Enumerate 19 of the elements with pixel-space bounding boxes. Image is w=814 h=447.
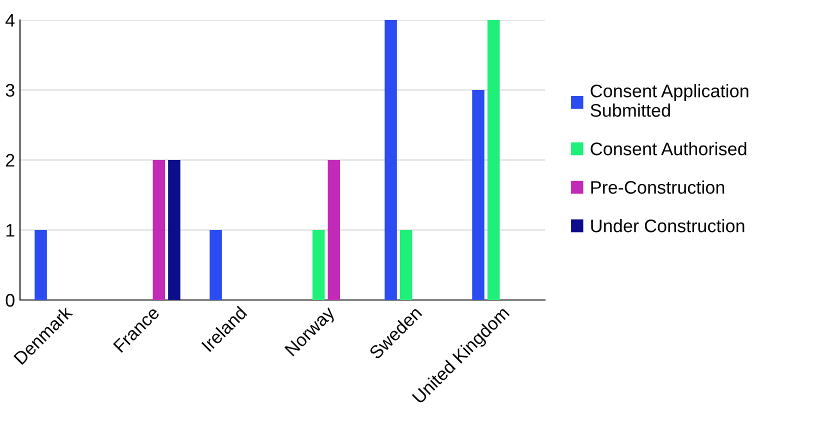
- bar: [168, 160, 180, 300]
- y-tick-label: 3: [6, 84, 14, 97]
- legend-label: Under Construction: [591, 219, 744, 232]
- bar: [400, 230, 412, 300]
- y-tick-label: 4: [6, 14, 15, 27]
- y-tick-label: 2: [6, 154, 14, 167]
- legend-label: Pre-Construction: [591, 180, 724, 194]
- legend-label: Consent Application Submitted: [590, 84, 748, 117]
- bar: [384, 20, 397, 300]
- y-tick-label: 1: [6, 224, 14, 237]
- legend-label: Consent Authorised: [590, 142, 746, 156]
- bar: [487, 20, 500, 300]
- y-tick-label: 0: [6, 294, 14, 307]
- bar: [34, 230, 47, 300]
- bar: [210, 230, 222, 300]
- bar: [312, 230, 325, 300]
- bar: [328, 160, 340, 300]
- bar: [152, 160, 166, 300]
- bar: [472, 90, 484, 300]
